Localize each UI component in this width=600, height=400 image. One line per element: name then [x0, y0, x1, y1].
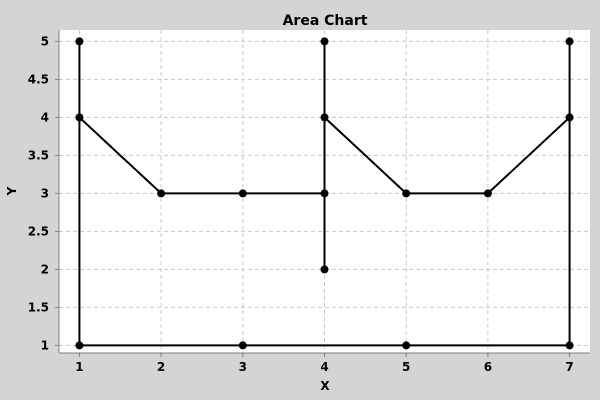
y-axis-label: Y: [5, 186, 19, 196]
data-point-3-1: [238, 341, 247, 350]
series-layer: [78, 41, 571, 347]
x-tick-label-1: 1: [75, 360, 83, 374]
data-point-6-3: [483, 189, 492, 198]
data-point-4-4: [320, 113, 329, 122]
data-point-1-1: [75, 341, 84, 350]
x-axis-ticks: 1 2 3 4 5 6 7: [75, 353, 574, 374]
y-tick-label-2-5: 2.5: [28, 224, 49, 238]
data-point-4-3: [320, 189, 329, 198]
y-tick-label-4: 4: [41, 110, 49, 124]
y-axis-ticks: 1 1.5 2 2.5 3 3.5 4 4.5 5: [28, 34, 59, 352]
data-points: [75, 37, 574, 350]
data-point-3-3: [238, 189, 247, 198]
y-tick-label-3: 3: [41, 186, 49, 200]
x-axis-label: X: [320, 379, 330, 393]
y-tick-label-2: 2: [41, 262, 49, 276]
y-tick-label-1: 1: [41, 338, 49, 352]
data-point-5-1: [402, 341, 411, 350]
data-point-1-4: [75, 113, 84, 122]
y-tick-label-5: 5: [41, 34, 49, 48]
y-tick-label-3-5: 3.5: [28, 148, 49, 162]
x-tick-label-4: 4: [320, 360, 328, 374]
data-point-7-4: [565, 113, 574, 122]
y-tick-label-1-5: 1.5: [28, 300, 49, 314]
data-point-4-2: [320, 265, 329, 274]
x-tick-label-2: 2: [157, 360, 165, 374]
series-line-1: [78, 41, 571, 347]
chart-title: Area Chart: [283, 13, 368, 29]
data-point-2-3: [157, 189, 166, 198]
data-point-5-3: [402, 189, 411, 198]
data-point-7-5: [565, 37, 574, 46]
x-tick-label-5: 5: [402, 360, 410, 374]
data-point-7-1: [565, 341, 574, 350]
y-tick-label-4-5: 4.5: [28, 72, 49, 86]
x-tick-label-7: 7: [565, 360, 573, 374]
x-tick-label-3: 3: [239, 360, 247, 374]
data-point-1-5: [75, 37, 84, 46]
x-tick-label-6: 6: [484, 360, 492, 374]
data-point-4-5: [320, 37, 329, 46]
